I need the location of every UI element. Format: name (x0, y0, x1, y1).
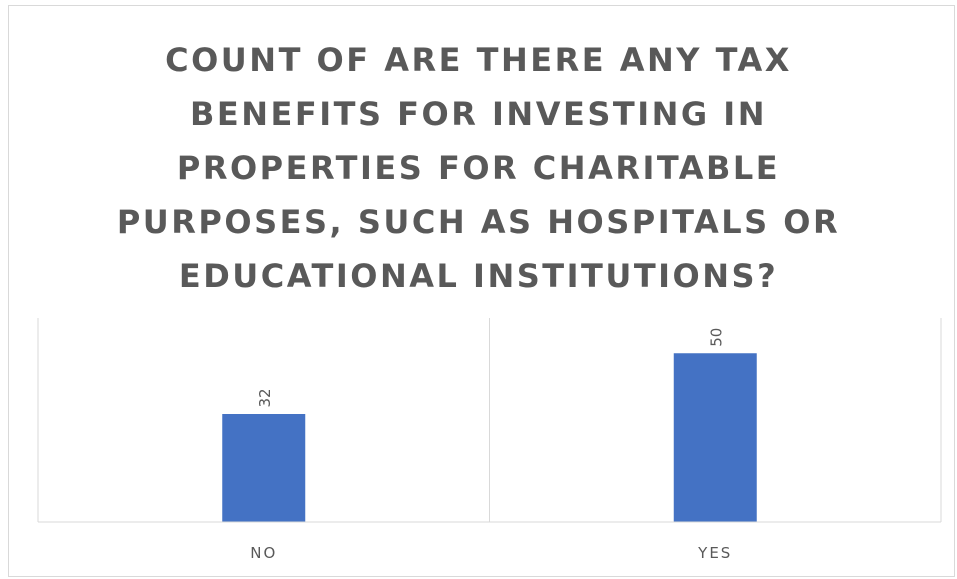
chart-title: COUNT OF ARE THERE ANY TAX BENEFITS FOR … (116, 41, 841, 295)
x-tick-label-yes: YES (697, 544, 732, 562)
chart-area (8, 5, 955, 577)
bar-no (222, 414, 306, 522)
data-label-yes: 50 (707, 328, 725, 347)
data-label-no: 32 (256, 388, 274, 407)
x-tick-label-no: NO (250, 544, 277, 562)
bar-yes (673, 353, 757, 522)
